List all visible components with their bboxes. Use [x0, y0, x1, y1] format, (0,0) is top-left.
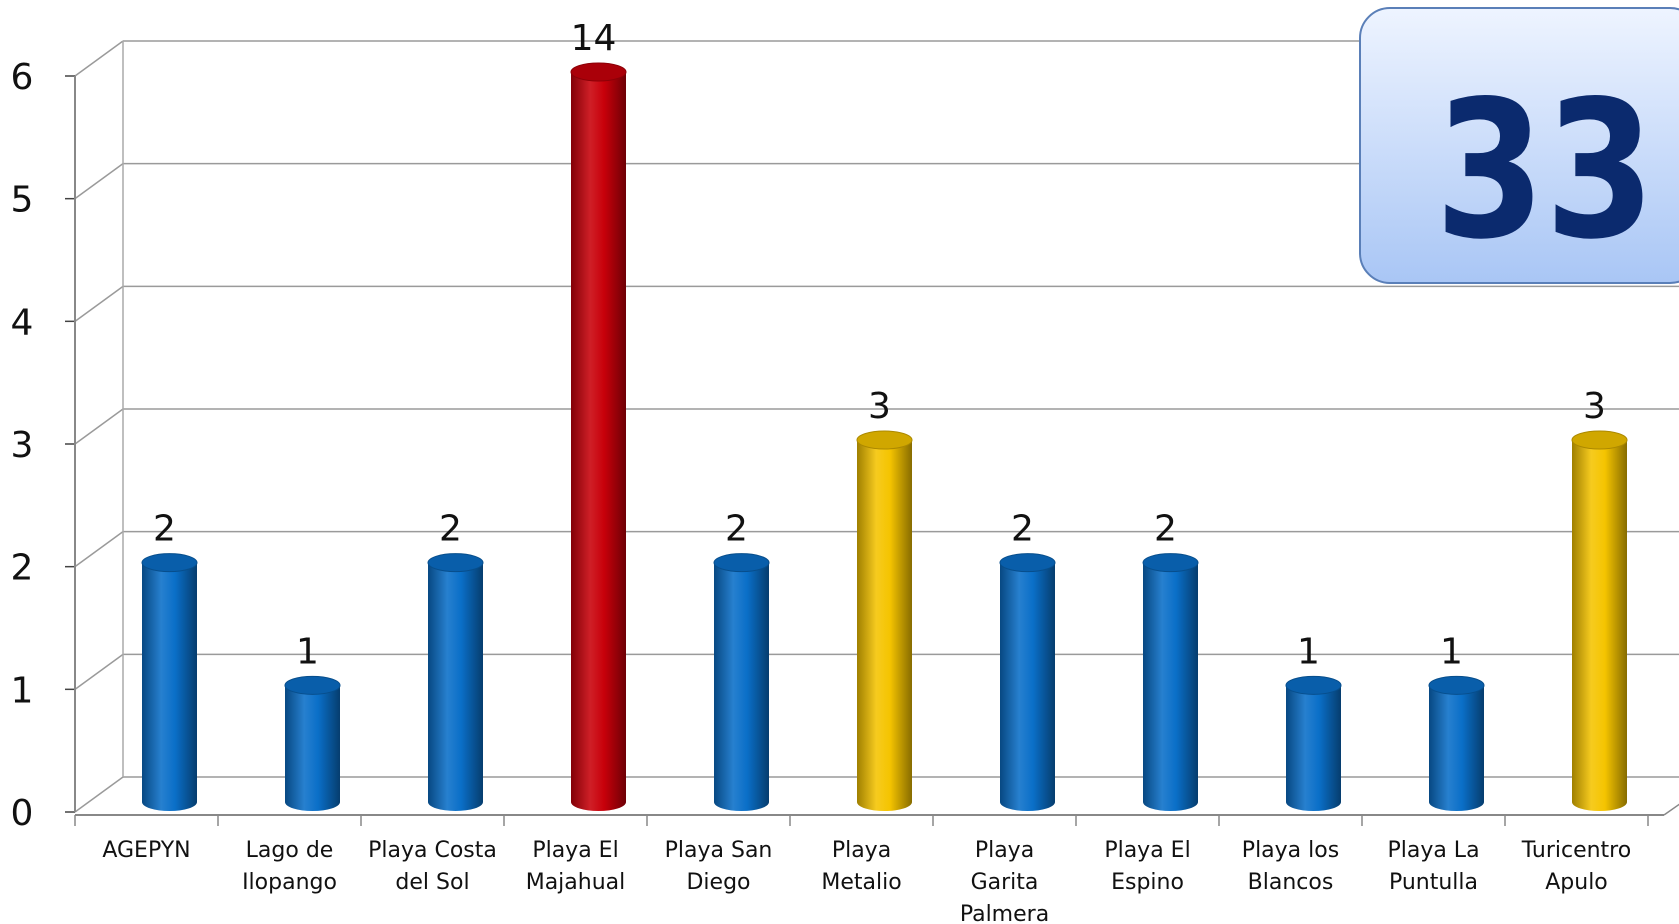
bar-playa-la-puntulla — [1428, 675, 1485, 811]
data-label: 1 — [1440, 631, 1463, 672]
bar-body — [142, 562, 197, 811]
gridline-side — [74, 776, 124, 813]
x-tick-label: Playa Costa — [368, 838, 497, 863]
bar-cap — [1142, 553, 1199, 573]
data-label: 2 — [439, 509, 462, 550]
x-tick-label: Diego — [686, 870, 750, 895]
data-label: 3 — [1583, 386, 1606, 427]
gridline-side — [74, 653, 124, 690]
bar-agepyn — [141, 553, 198, 811]
data-label: 2 — [1154, 509, 1177, 550]
y-tick-label: 1 — [11, 670, 34, 711]
y-tick-label: 6 — [11, 57, 34, 98]
data-label: 1 — [296, 631, 319, 672]
x-tick-label: Apulo — [1545, 870, 1608, 895]
gridline-side — [74, 285, 124, 322]
x-tick-label: Garita — [971, 870, 1039, 895]
bar-turicentro-apulo — [1571, 430, 1628, 811]
data-label: 14 — [571, 18, 617, 59]
bar-body — [571, 72, 626, 811]
gridline-side — [74, 40, 124, 77]
bar-playa-san-diego — [713, 553, 770, 811]
bar-body — [1572, 440, 1627, 811]
y-tick-label: 3 — [11, 425, 34, 466]
bar-playa-los-blancos — [1285, 675, 1342, 811]
bar-body — [1000, 562, 1055, 811]
axes — [65, 41, 1679, 826]
gridline-side — [74, 531, 124, 568]
bar-body — [428, 562, 483, 811]
x-tick-label: Playa El — [1104, 838, 1190, 863]
x-tick-label: Metalio — [821, 870, 901, 895]
x-tick-label: Blancos — [1248, 870, 1334, 895]
bars — [141, 62, 1628, 811]
data-labels: 2 1 2 14 2 3 2 2 1 1 3 — [153, 18, 1606, 672]
x-tick-label: Playa San — [665, 838, 773, 863]
floor-edge — [1663, 803, 1679, 816]
bar-body — [1286, 685, 1341, 811]
x-tick-label: Majahual — [526, 870, 626, 895]
x-tick-label: Playa los — [1242, 838, 1339, 863]
gridline-side — [74, 408, 124, 445]
bar-cap — [713, 553, 770, 573]
bar-lago-de-ilopango — [284, 675, 341, 811]
y-tick-label: 0 — [11, 793, 34, 834]
bar-playa-costa-del-sol — [427, 553, 484, 811]
x-tick-label: Puntulla — [1389, 870, 1478, 895]
bar-body — [857, 440, 912, 811]
data-label: 2 — [725, 509, 748, 550]
data-label: 3 — [868, 386, 891, 427]
total-badge-box — [1359, 7, 1679, 284]
bar-cap — [1571, 430, 1628, 450]
bar-cap — [1285, 675, 1342, 695]
y-tick-label: 5 — [11, 180, 34, 221]
x-tick-label: Ilopango — [242, 870, 337, 895]
total-badge-value: 33 — [1435, 60, 1655, 281]
bar-playa-metalio — [856, 430, 913, 811]
bar-playa-garita-palmera — [999, 553, 1056, 811]
bar-cap — [427, 553, 484, 573]
bar-cap — [141, 553, 198, 573]
bar-cap — [999, 553, 1056, 573]
x-tick-label: del Sol — [395, 870, 469, 895]
bar-playa-el-majahual — [570, 62, 627, 811]
gridline-side — [74, 163, 124, 200]
x-tick-label: Playa — [832, 838, 891, 863]
x-tick-label: Palmera — [960, 902, 1049, 924]
bar-playa-el-espino — [1142, 553, 1199, 811]
bar-cap — [856, 430, 913, 450]
bar-body — [285, 685, 340, 811]
bar-cap — [570, 62, 627, 82]
y-tick-label: 2 — [11, 548, 34, 589]
data-label: 2 — [153, 509, 176, 550]
x-tick-label: Playa — [975, 838, 1034, 863]
data-label: 2 — [1011, 509, 1034, 550]
x-tick-label: Playa El — [532, 838, 618, 863]
bar-cap — [1428, 675, 1485, 695]
x-tick-label: Turicentro — [1521, 838, 1631, 863]
y-tick-labels: 0 1 2 3 4 5 6 — [11, 57, 34, 834]
bar-cap — [284, 675, 341, 695]
bar-body — [1143, 562, 1198, 811]
bar-body — [1429, 685, 1484, 811]
data-label: 1 — [1297, 631, 1320, 672]
bar-body — [714, 562, 769, 811]
x-tick-label: Playa La — [1387, 838, 1479, 863]
y-tick-label: 4 — [11, 302, 34, 343]
total-badge: 33 — [1359, 7, 1679, 284]
x-tick-label: Espino — [1111, 870, 1184, 895]
x-tick-label: AGEPYN — [102, 838, 190, 863]
x-tick-label: Lago de — [246, 838, 334, 863]
x-tick-labels: AGEPYN Lago de Ilopango Playa Costa del Sol P… — [102, 838, 1631, 924]
